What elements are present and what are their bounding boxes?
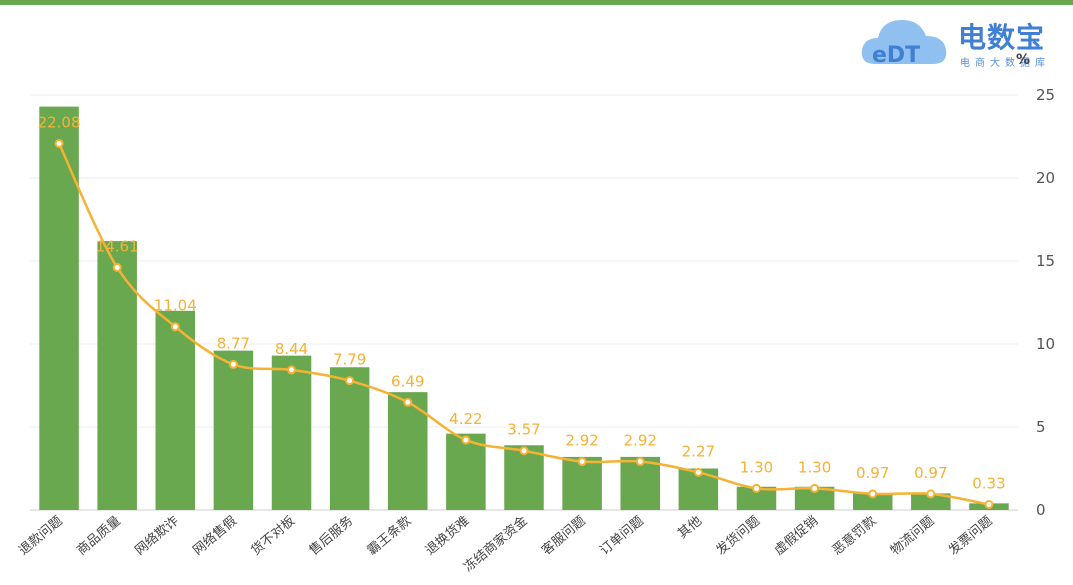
line-point — [287, 365, 297, 375]
data-label: 11.04 — [154, 297, 197, 315]
line-point — [403, 397, 413, 407]
data-label: 1.30 — [798, 458, 831, 476]
data-label: 2.92 — [624, 432, 657, 450]
y-tick-label: 10 — [1036, 335, 1055, 353]
brand-tagline: 电商大数据库 — [960, 58, 1050, 69]
bar — [329, 367, 370, 510]
x-tick-label: 虚假促销 — [772, 514, 821, 559]
bar — [504, 445, 544, 510]
bar — [736, 486, 777, 510]
y-axis-unit: % — [1016, 52, 1031, 68]
bar — [39, 106, 79, 511]
line-point — [519, 446, 529, 456]
line-point — [54, 138, 64, 148]
line-point — [926, 489, 936, 499]
brand-logo: eDT 电数宝 电商大数据库 — [856, 8, 1072, 72]
line-point — [751, 483, 761, 493]
data-label: 8.44 — [275, 340, 308, 358]
bar — [794, 486, 835, 510]
x-tick-label: 售后服务 — [306, 513, 356, 559]
data-label: 14.61 — [96, 237, 139, 255]
line-point — [112, 262, 122, 272]
line-point — [635, 457, 645, 467]
data-label: 7.79 — [333, 351, 366, 369]
line-point — [868, 489, 878, 499]
svg-text:eDT: eDT — [872, 43, 920, 68]
trend-line — [57, 142, 990, 506]
line-point — [345, 376, 355, 386]
data-label: 6.49 — [391, 372, 424, 390]
x-tick-label: 冻结商家资金 — [461, 513, 531, 575]
data-label: 3.57 — [507, 421, 540, 439]
x-tick-label: 其他 — [675, 514, 705, 542]
line-point — [228, 359, 238, 369]
x-tick-label: 恶意罚款 — [829, 513, 879, 559]
top-accent-bar — [0, 0, 1073, 5]
bar — [446, 433, 486, 510]
data-label: 0.97 — [856, 464, 889, 482]
x-tick-label: 霸王条款 — [364, 513, 414, 559]
data-label: 2.92 — [565, 432, 598, 450]
bar — [852, 493, 893, 510]
cloud-icon: eDT — [861, 20, 947, 68]
brand-name: 电数宝 — [958, 21, 1046, 54]
x-tick-label: 订单问题 — [597, 514, 646, 559]
y-tick-label: 5 — [1036, 418, 1046, 436]
y-tick-label: 20 — [1036, 169, 1055, 187]
y-tick-label: 25 — [1036, 86, 1055, 104]
y-tick-label: 15 — [1036, 252, 1055, 270]
data-label: 22.08 — [38, 113, 81, 131]
x-tick-label: 物流问题 — [888, 514, 937, 559]
line-point — [577, 457, 587, 467]
bar — [155, 310, 196, 510]
data-label: 2.27 — [682, 442, 715, 460]
data-label: 8.77 — [217, 334, 250, 352]
line-point — [170, 322, 180, 332]
x-tick-label: 网络售假 — [190, 513, 240, 559]
x-tick-label: 客服问题 — [539, 513, 589, 559]
data-label: 0.33 — [972, 475, 1005, 493]
data-label: 0.97 — [914, 464, 947, 482]
x-tick-label: 货不对板 — [248, 513, 298, 559]
data-label: 4.22 — [449, 410, 482, 428]
line-point — [693, 467, 703, 477]
data-label: 1.30 — [740, 458, 773, 476]
line-point — [984, 500, 994, 510]
bar — [213, 350, 254, 510]
x-tick-label: 商品质量 — [74, 514, 123, 559]
line-point — [810, 483, 820, 493]
bar — [911, 493, 951, 510]
x-tick-label: 发票问题 — [945, 513, 995, 559]
bar — [97, 241, 137, 510]
x-tick-label: 网络欺诈 — [132, 513, 182, 559]
line-point — [461, 435, 471, 445]
x-tick-label: 发货问题 — [713, 513, 763, 559]
x-tick-label: 退款问题 — [16, 514, 65, 559]
x-tick-label: 退换货难 — [422, 513, 472, 559]
bar — [271, 355, 312, 510]
y-tick-label: 0 — [1036, 501, 1046, 519]
